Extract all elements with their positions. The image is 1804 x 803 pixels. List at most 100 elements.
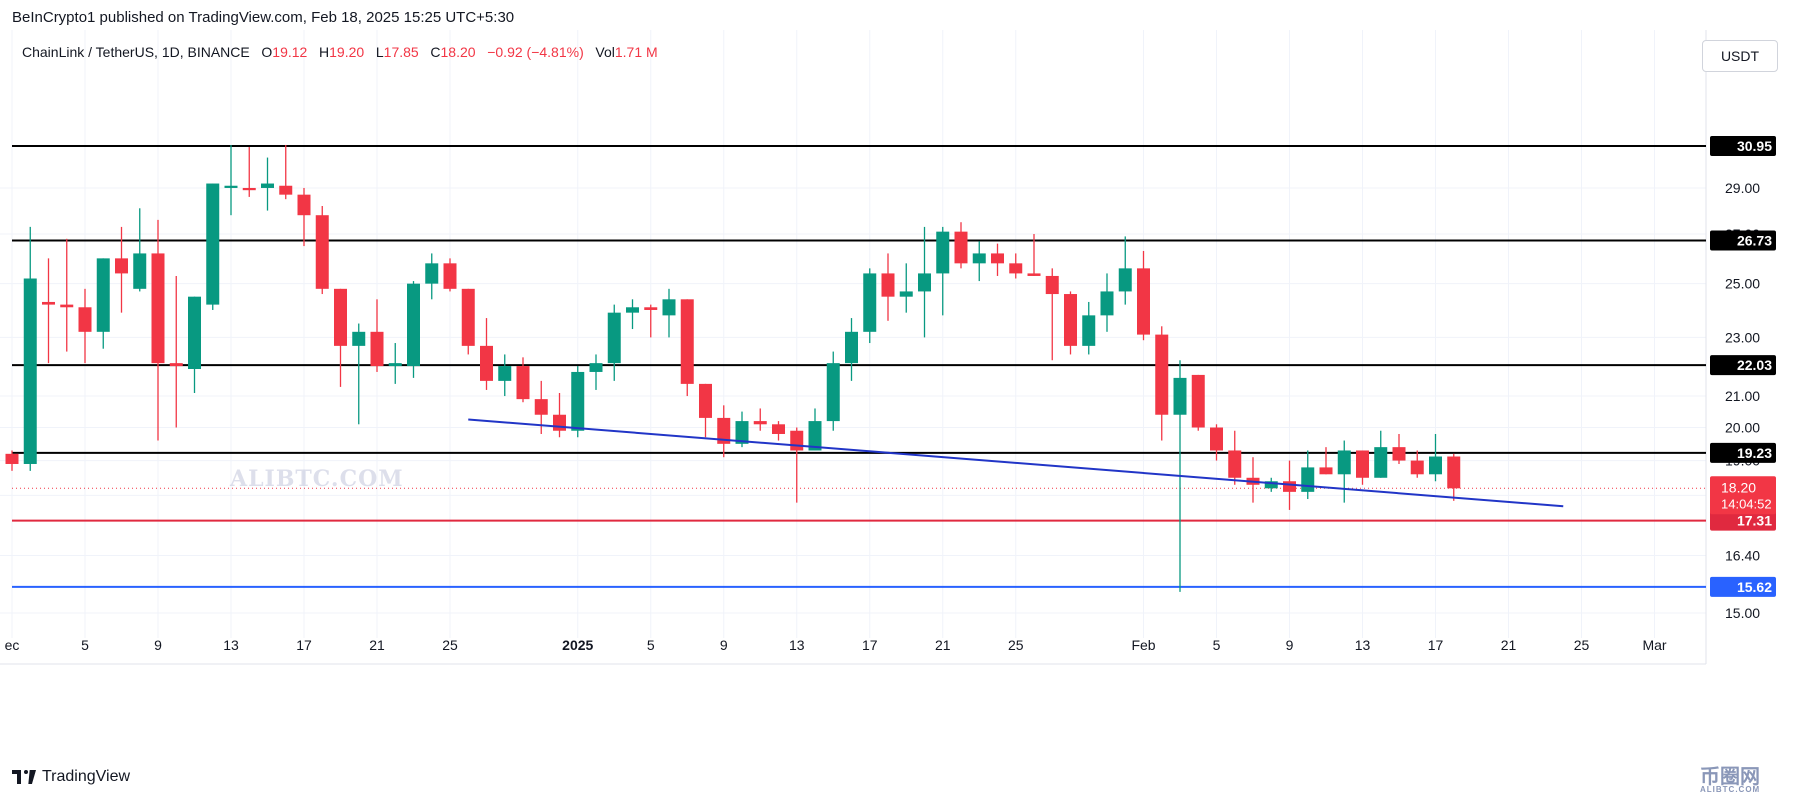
candle-body <box>826 363 840 422</box>
candle-body <box>589 363 603 372</box>
candle-body <box>790 430 804 451</box>
candle-body <box>151 253 165 364</box>
candle-body <box>425 263 439 284</box>
candle-body <box>5 453 19 464</box>
candle-body <box>954 231 968 264</box>
ohlc-legend: ChainLink / TetherUS, 1D, BINANCE O19.12… <box>22 44 658 60</box>
x-tick-label: 25 <box>1008 637 1024 653</box>
watermark: ALIBTC.COM <box>230 466 404 492</box>
x-tick-label: 21 <box>369 637 385 653</box>
candle-body <box>1429 456 1442 475</box>
candle-body <box>680 299 694 384</box>
candle-body <box>972 253 986 264</box>
candle-body <box>279 185 293 195</box>
candle-body <box>242 187 256 191</box>
countdown-label: 14:04:52 <box>1721 496 1772 511</box>
candle-body <box>169 363 183 367</box>
candle-body <box>1264 481 1278 489</box>
candle-body <box>808 421 822 451</box>
y-tick-label: 21.00 <box>1725 388 1760 404</box>
x-tick-label: 17 <box>862 637 878 653</box>
open-label: O <box>261 44 273 60</box>
candle-body <box>991 253 1004 264</box>
candle-body <box>315 215 329 289</box>
candle-body <box>407 283 420 367</box>
level-badge <box>1710 136 1776 157</box>
candle-body <box>1447 456 1461 489</box>
candle-body <box>498 366 512 381</box>
x-tick-label: 5 <box>647 637 655 653</box>
x-tick-label: 2025 <box>562 637 593 653</box>
high-label: H <box>319 44 330 60</box>
x-tick-label: 25 <box>442 637 458 653</box>
candle-body <box>1173 377 1187 415</box>
level-badge <box>1710 442 1776 463</box>
candle-body <box>863 273 877 332</box>
candle-body <box>626 307 639 313</box>
candle-body <box>1064 294 1077 346</box>
candle-body <box>918 273 931 292</box>
candle-body <box>1283 481 1296 492</box>
x-tick-label: ec <box>5 637 20 653</box>
candle-body <box>1392 447 1406 461</box>
x-tick-label: 9 <box>154 637 162 653</box>
candle-body <box>534 399 548 415</box>
candle-body <box>60 304 74 308</box>
candle-body <box>1410 460 1424 475</box>
tradingview-logo-icon <box>12 770 36 784</box>
x-tick-label: 5 <box>81 637 89 653</box>
x-tick-label: 5 <box>1213 637 1221 653</box>
candle-body <box>607 312 621 364</box>
candle-body <box>553 414 566 431</box>
candle-body <box>1374 447 1388 478</box>
x-tick-label: 9 <box>1286 637 1294 653</box>
candle-body <box>115 258 128 274</box>
candle-body <box>42 301 55 305</box>
level-badge-label: 19.23 <box>1737 445 1772 461</box>
candle-body <box>23 278 37 464</box>
candle-body <box>1319 467 1333 475</box>
site-mark-cn: 币圈网 <box>1700 766 1760 788</box>
candle-body <box>899 291 913 297</box>
candle-body <box>443 263 457 289</box>
x-tick-label: 21 <box>935 637 951 653</box>
candle-body <box>1118 268 1132 292</box>
level-badge-label: 17.31 <box>1737 513 1772 529</box>
candle-body <box>96 258 110 332</box>
y-tick-label: 23.00 <box>1725 329 1760 345</box>
y-tick-label: 16.40 <box>1725 547 1760 563</box>
x-tick-label: Mar <box>1642 637 1666 653</box>
currency-button[interactable]: USDT <box>1702 40 1778 72</box>
candle-body <box>1356 450 1369 478</box>
candle-body <box>334 288 347 346</box>
candle-body <box>1100 291 1114 316</box>
y-tick-label: 29.00 <box>1725 180 1760 196</box>
candle-body <box>644 307 658 310</box>
candle-body <box>717 417 731 444</box>
level-badge-label: 22.03 <box>1737 357 1772 373</box>
candle-body <box>261 183 274 188</box>
level-badge <box>1710 576 1776 597</box>
candle-body <box>772 424 785 434</box>
candle-body <box>936 231 950 274</box>
symbol-title[interactable]: ChainLink / TetherUS, 1D, BINANCE <box>22 44 250 60</box>
candle-body <box>1082 315 1096 346</box>
candle-body <box>881 273 895 297</box>
high-value: 19.20 <box>329 44 365 60</box>
close-label: C <box>430 44 441 60</box>
x-tick-label: 17 <box>1428 637 1444 653</box>
level-badge-label: 26.73 <box>1737 233 1772 249</box>
y-tick-label: 20.00 <box>1725 420 1760 436</box>
trendline <box>468 418 1564 508</box>
site-mark-url: ALIBTC.COM <box>1700 785 1761 794</box>
volume-value: 1.71 M <box>614 44 658 60</box>
volume-label: Vol <box>595 44 615 60</box>
tradingview-brand[interactable]: TradingView <box>12 768 130 786</box>
x-tick-label: 13 <box>789 637 805 653</box>
candle-body <box>480 345 493 381</box>
candle-body <box>1301 467 1315 492</box>
candle-body <box>1137 268 1150 335</box>
y-tick-label: 25.00 <box>1725 276 1760 292</box>
candle-body <box>845 331 858 364</box>
